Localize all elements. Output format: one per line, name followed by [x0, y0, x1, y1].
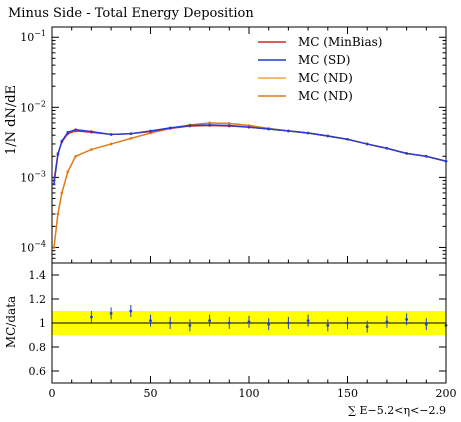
data-point-1 [74, 128, 77, 131]
data-point-1 [188, 124, 192, 127]
ratio-point [306, 319, 310, 322]
data-point-1 [52, 182, 56, 186]
chart-title: Minus Side - Total Energy Deposition [8, 6, 254, 21]
data-point-1 [444, 159, 448, 163]
data-point-1 [306, 131, 310, 135]
data-point-1 [66, 130, 70, 134]
data-point-1 [149, 129, 152, 133]
series-line-2 [53, 122, 447, 248]
data-point-1 [109, 133, 113, 136]
data-point-1 [168, 126, 172, 130]
ratio-point [168, 321, 172, 325]
data-point-1 [346, 137, 349, 141]
data-point-1 [90, 130, 93, 133]
data-point-1 [405, 152, 408, 155]
data-point-3 [228, 122, 231, 125]
legend-label: MC (MinBias) [298, 35, 382, 49]
data-point-1 [385, 147, 389, 150]
y-tick-label: 10−2 [20, 99, 46, 114]
legend-label: MC (ND) [298, 89, 353, 103]
main-ylabel: 1/N dN/dE [4, 85, 19, 155]
ratio-point [385, 320, 389, 324]
y-tick-label: 10−3 [20, 169, 46, 184]
ratio-point [287, 321, 290, 325]
y-tick-label: 10−4 [20, 239, 46, 254]
data-point-1 [267, 127, 271, 131]
ratio-point [247, 320, 251, 324]
ratio-point [208, 319, 212, 322]
ratio-plot: 0.6 0.8 1 1.2 1.4 0 50 100 150 200 [29, 262, 457, 400]
ratio-point [188, 324, 192, 327]
ratio-point [346, 321, 349, 325]
x-tick-label: 50 [144, 387, 158, 400]
data-point-1 [425, 154, 428, 158]
data-point-1 [365, 142, 369, 146]
ratio-point [424, 322, 428, 326]
data-point-3 [90, 148, 93, 151]
x-tick-label: 0 [49, 387, 56, 400]
data-point-1 [56, 153, 60, 157]
ratio-y-tick-label: 1.2 [29, 293, 47, 306]
x-tick-label: 100 [239, 387, 260, 400]
data-point-3 [52, 246, 56, 249]
data-point-3 [74, 154, 77, 158]
legend: MC (MinBias) MC (SD) MC (ND) MC (ND) [258, 35, 382, 103]
ratio-y-tick-label: 1.4 [29, 269, 47, 282]
ratio-y-tick-label: 0.8 [29, 341, 47, 354]
ratio-point [149, 319, 152, 322]
x-tick-label: 150 [337, 387, 358, 400]
ratio-point [267, 322, 271, 326]
data-point-1 [228, 124, 231, 127]
y-tick-label: 10−1 [20, 29, 46, 44]
ratio-point [326, 324, 330, 327]
data-point-1 [247, 125, 251, 129]
series-line-3 [53, 122, 447, 248]
data-point-3 [60, 191, 64, 195]
ratio-y-tick-label: 0.6 [29, 365, 47, 378]
data-point-3 [66, 170, 70, 174]
legend-label: MC (SD) [298, 53, 351, 67]
main-plot: 10−4 10−3 10−2 10−1 [20, 26, 448, 264]
data-point-1 [208, 123, 211, 127]
ratio-point [227, 321, 231, 325]
data-point-1 [129, 132, 133, 136]
ratio-point [129, 309, 133, 313]
data-point-3 [56, 212, 60, 216]
data-point-1 [326, 134, 330, 138]
ratio-point [109, 312, 113, 315]
legend-label: MC (ND) [298, 71, 353, 85]
data-point-1 [60, 139, 64, 143]
x-tick-label: 200 [436, 387, 457, 400]
ratio-y-tick-label: 1 [39, 317, 46, 330]
data-point-3 [109, 142, 113, 146]
data-point-3 [208, 121, 211, 125]
x-axis-label: ∑ E−5.2<η<−2.9 [348, 404, 446, 417]
data-point-1 [287, 129, 290, 133]
ratio-ylabel: MC/data [4, 296, 18, 348]
ratio-point [405, 318, 408, 321]
ratio-point [365, 325, 369, 328]
ratio-point [90, 315, 93, 319]
series-line-1 [53, 124, 447, 185]
data-point-3 [129, 137, 133, 140]
